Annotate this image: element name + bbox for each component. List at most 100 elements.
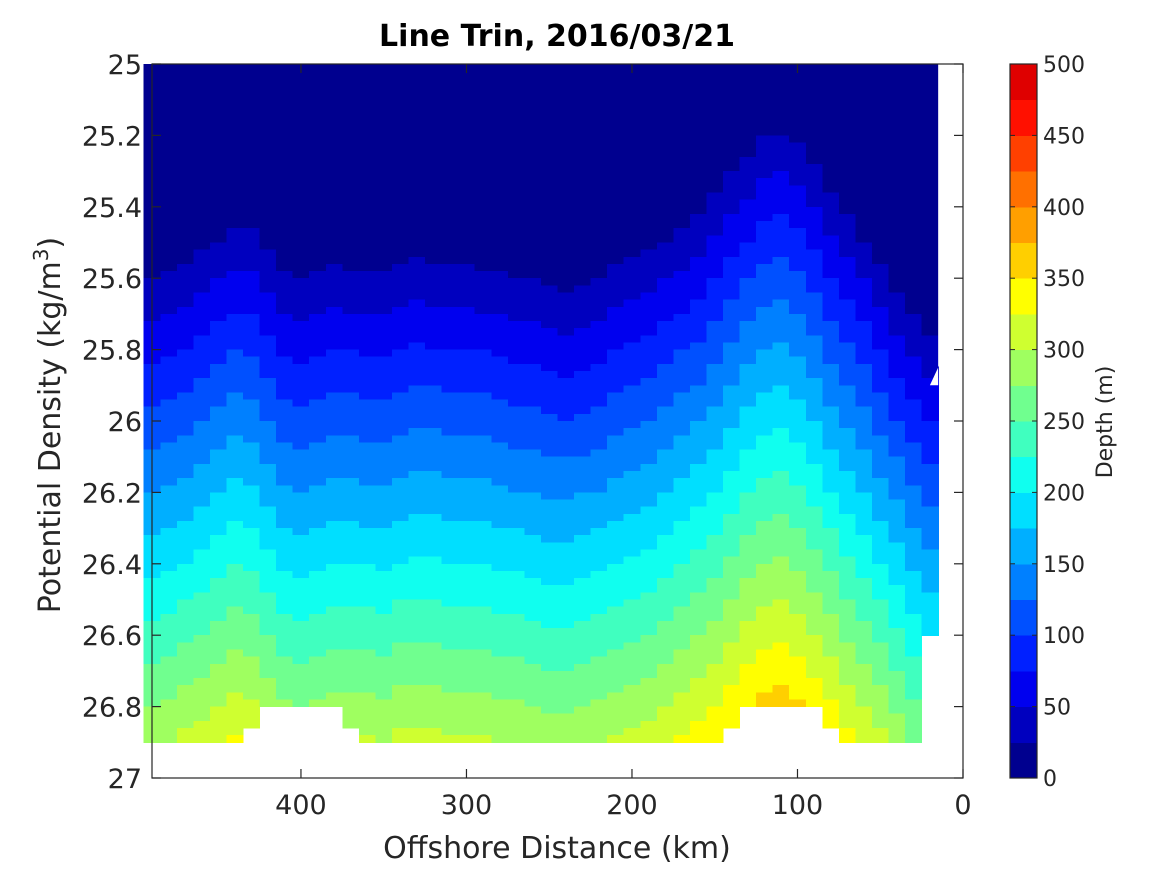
- contour-cell: [855, 121, 873, 129]
- contour-cell: [325, 321, 343, 329]
- contour-cell: [855, 592, 873, 601]
- contour-cell: [557, 706, 575, 715]
- contour-cell: [557, 463, 575, 472]
- contour-cell: [342, 406, 360, 415]
- contour-cell: [375, 99, 393, 108]
- contour-cell: [176, 535, 194, 543]
- contour-cell: [838, 670, 857, 679]
- contour-cell: [160, 513, 178, 522]
- contour-cell: [342, 178, 360, 186]
- contour-cell: [623, 71, 641, 79]
- contour-cell: [408, 235, 426, 244]
- contour-cell: [656, 149, 674, 158]
- contour-cell: [160, 399, 178, 408]
- contour-cell: [441, 449, 459, 458]
- contour-cell: [607, 335, 625, 344]
- contour-cell: [756, 485, 774, 493]
- contour-cell: [276, 163, 294, 172]
- colorbar-band: [1010, 135, 1037, 172]
- contour-cell: [160, 556, 178, 565]
- contour-cell: [259, 599, 277, 608]
- contour-fill-layer: [143, 64, 963, 743]
- contour-cell: [259, 299, 277, 308]
- contour-cell: [524, 535, 542, 543]
- contour-cell: [673, 371, 691, 379]
- contour-cell: [226, 720, 244, 729]
- contour-cell: [905, 213, 923, 222]
- contour-cell: [756, 628, 774, 636]
- contour-cell: [441, 349, 459, 358]
- contour-cell: [756, 592, 774, 601]
- contour-cell: [441, 406, 459, 415]
- contour-cell: [342, 535, 360, 543]
- contour-cell: [756, 535, 774, 543]
- contour-cell: [193, 349, 211, 358]
- contour-cell: [458, 563, 476, 572]
- contour-cell: [789, 213, 807, 222]
- contour-cell: [921, 321, 939, 329]
- contour-cell: [607, 206, 625, 215]
- contour-cell: [193, 506, 211, 515]
- contour-cell: [408, 620, 426, 629]
- contour-cell: [590, 613, 608, 622]
- contour-cell: [209, 156, 228, 165]
- contour-cell: [259, 213, 277, 222]
- contour-cell: [276, 406, 294, 415]
- contour-cell: [441, 421, 459, 429]
- contour-cell: [855, 713, 873, 722]
- contour-cell: [276, 378, 294, 386]
- contour-cell: [905, 85, 923, 94]
- contour-cell: [408, 528, 426, 536]
- contour-cell: [805, 85, 823, 94]
- contour-cell: [226, 171, 244, 179]
- contour-cell: [888, 242, 906, 251]
- contour-cell: [259, 256, 277, 265]
- contour-cell: [723, 92, 741, 101]
- contour-cell: [292, 249, 310, 258]
- contour-cell: [325, 85, 343, 94]
- contour-cell: [789, 649, 807, 658]
- contour-cell: [259, 235, 277, 244]
- contour-cell: [391, 421, 410, 429]
- contour-cell: [623, 113, 641, 122]
- contour-cell: [905, 206, 923, 215]
- contour-cell: [458, 506, 476, 515]
- contour-cell: [756, 663, 774, 672]
- contour-cell: [871, 578, 890, 586]
- contour-cell: [276, 363, 294, 372]
- contour-cell: [209, 299, 228, 308]
- contour-cell: [623, 528, 641, 536]
- x-tick-label: 400: [275, 790, 327, 821]
- contour-cell: [756, 328, 774, 336]
- contour-cell: [706, 64, 724, 72]
- contour-cell: [425, 192, 443, 201]
- contour-cell: [226, 78, 244, 87]
- contour-cell: [689, 492, 708, 501]
- contour-cell: [772, 242, 790, 251]
- contour-cell: [739, 313, 757, 322]
- contour-cell: [375, 92, 393, 101]
- contour-cell: [905, 642, 923, 651]
- contour-cell: [756, 71, 774, 79]
- contour-cell: [176, 428, 194, 436]
- contour-cell: [292, 263, 310, 272]
- contour-cell: [574, 99, 592, 108]
- contour-cell: [193, 663, 211, 672]
- contour-cell: [706, 678, 724, 686]
- contour-cell: [623, 278, 641, 286]
- contour-cell: [656, 685, 674, 693]
- contour-cell: [822, 242, 840, 251]
- contour-cell: [640, 642, 658, 651]
- contour-cell: [441, 528, 459, 536]
- contour-cell: [574, 192, 592, 201]
- contour-cell: [756, 378, 774, 386]
- contour-cell: [772, 221, 790, 229]
- contour-cell: [160, 106, 178, 115]
- contour-cell: [756, 463, 774, 472]
- x-tick-label: 300: [441, 790, 493, 821]
- contour-cell: [425, 728, 443, 736]
- contour-cell: [723, 285, 741, 294]
- contour-cell: [590, 421, 608, 429]
- contour-cell: [805, 542, 823, 551]
- contour-cell: [375, 249, 393, 258]
